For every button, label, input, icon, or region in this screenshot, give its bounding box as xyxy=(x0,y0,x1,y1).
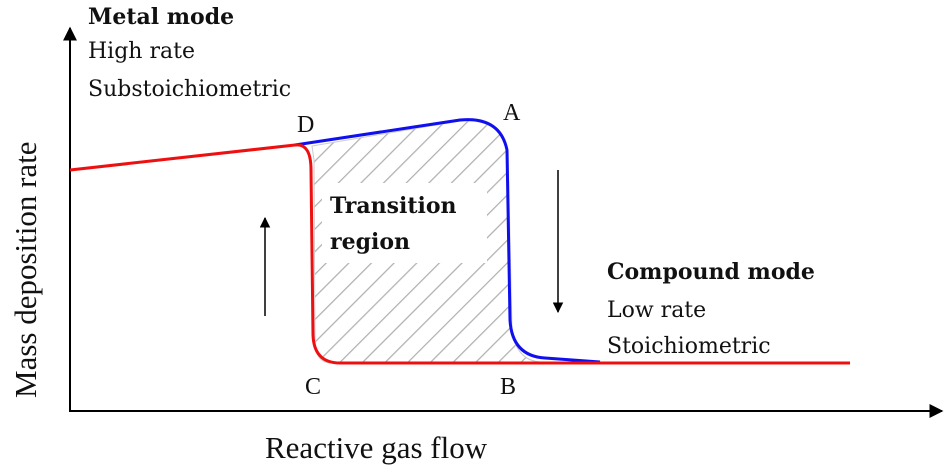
compound-mode-line1: Low rate xyxy=(607,298,706,323)
increasing-flow-curve xyxy=(294,118,601,364)
transition-label-line2: region xyxy=(330,229,410,255)
point-d-label: D xyxy=(297,112,314,138)
x-axis-label: Reactive gas flow xyxy=(265,430,488,465)
point-b-label: B xyxy=(500,374,516,400)
y-axis-label: Mass deposition rate xyxy=(8,141,43,398)
compound-mode-line2: Stoichiometric xyxy=(607,334,771,359)
transition-label-background xyxy=(322,183,487,263)
metal-mode-line1: High rate xyxy=(88,39,195,64)
metal-mode-line2: Substoichiometric xyxy=(88,77,291,102)
compound-mode-title: Compound mode xyxy=(607,259,815,285)
transition-label-line1: Transition xyxy=(330,193,457,219)
metal-mode-title: Metal mode xyxy=(88,4,234,30)
point-a-label: A xyxy=(503,100,521,126)
decreasing-flow-curve xyxy=(69,143,850,365)
point-c-label: C xyxy=(305,374,321,400)
